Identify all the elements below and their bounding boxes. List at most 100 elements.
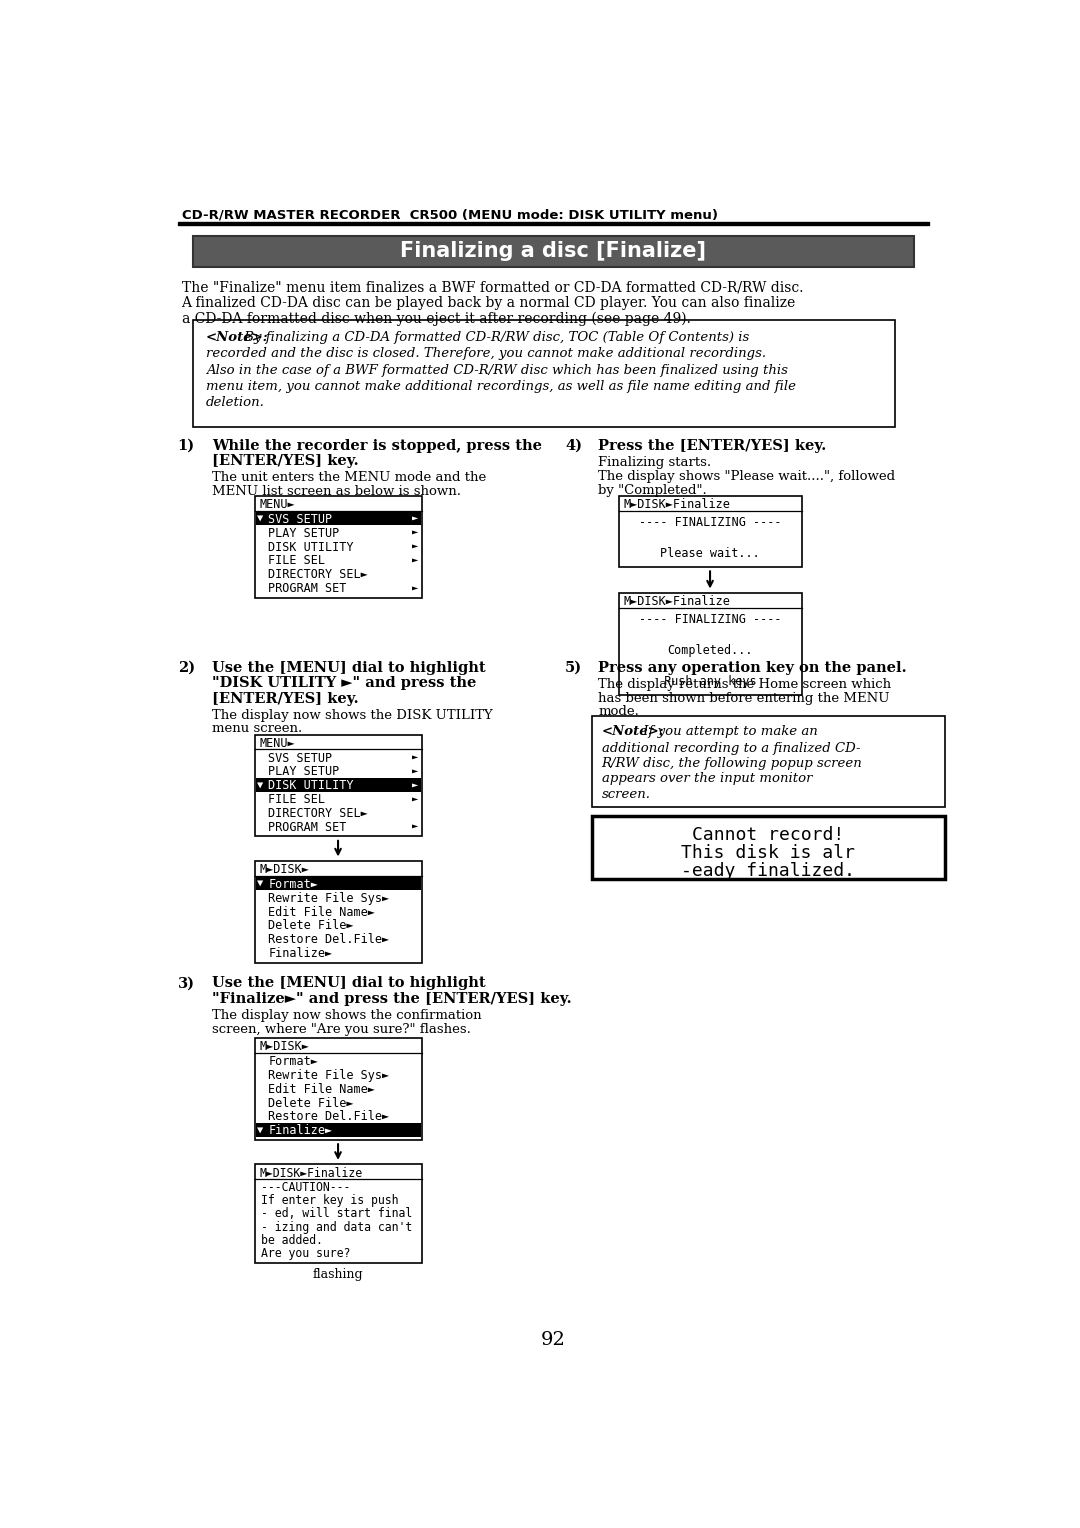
Text: Delete File►: Delete File► [268, 1097, 354, 1109]
Text: 5): 5) [565, 660, 582, 675]
Text: ►: ► [411, 555, 418, 564]
Text: PLAY SETUP: PLAY SETUP [268, 527, 339, 539]
Text: <Note>:: <Note>: [602, 726, 664, 738]
Bar [193, 321, 895, 426]
Text: SVS SETUP: SVS SETUP [268, 513, 333, 526]
Text: screen, where "Are you sure?" flashes.: screen, where "Are you sure?" flashes. [213, 1022, 471, 1036]
Text: By finalizing a CD-DA formatted CD-R/RW disc, TOC (Table Of Contents) is: By finalizing a CD-DA formatted CD-R/RW … [240, 332, 748, 344]
Text: 1): 1) [177, 439, 194, 452]
Text: SVS SETUP: SVS SETUP [268, 752, 333, 764]
Text: Restore Del.File►: Restore Del.File► [268, 934, 390, 946]
Text: "Finalize►" and press the [ENTER/YES] key.: "Finalize►" and press the [ENTER/YES] ke… [213, 992, 572, 1005]
Text: by "Completed".: by "Completed". [598, 484, 707, 497]
Text: CD-R/RW MASTER RECORDER  CR500 (MENU mode: DISK UTILITY menu): CD-R/RW MASTER RECORDER CR500 (MENU mode… [181, 208, 717, 222]
Text: 2): 2) [177, 660, 194, 675]
Text: additional recording to a finalized CD-: additional recording to a finalized CD- [602, 741, 860, 755]
Text: a CD-DA formatted disc when you eject it after recording (see page 49).: a CD-DA formatted disc when you eject it… [181, 312, 690, 325]
Text: Press the [ENTER/YES] key.: Press the [ENTER/YES] key. [598, 439, 826, 452]
Text: flashing: flashing [313, 1268, 363, 1280]
Text: Press any operation key on the panel.: Press any operation key on the panel. [598, 660, 907, 675]
Bar [255, 735, 422, 836]
Text: ►: ► [411, 766, 418, 776]
Bar [256, 512, 421, 526]
Text: mode.: mode. [598, 706, 639, 718]
Text: The "Finalize" menu item finalizes a BWF formatted or CD-DA formatted CD-R/RW di: The "Finalize" menu item finalizes a BWF… [181, 280, 804, 295]
Text: Finalize►: Finalize► [268, 1125, 333, 1137]
Text: Completed...: Completed... [667, 643, 753, 657]
Text: M►DISK►Finalize: M►DISK►Finalize [623, 498, 730, 512]
Text: ▼: ▼ [257, 879, 264, 888]
Text: If enter key is push: If enter key is push [261, 1195, 399, 1207]
Text: Are you sure?: Are you sure? [261, 1247, 351, 1259]
Text: Delete File►: Delete File► [268, 920, 354, 932]
Text: Also in the case of a BWF formatted CD-R/RW disc which has been finalized using : Also in the case of a BWF formatted CD-R… [205, 364, 787, 376]
Text: PROGRAM SET: PROGRAM SET [268, 821, 361, 834]
Text: menu item, you cannot make additional recordings, as well as file name editing a: menu item, you cannot make additional re… [205, 380, 796, 393]
Bar [619, 593, 801, 695]
Text: Rewrite File Sys►: Rewrite File Sys► [268, 1070, 390, 1082]
Text: The display now shows the DISK UTILITY: The display now shows the DISK UTILITY [213, 709, 494, 721]
Bar [177, 222, 930, 225]
Text: ►: ► [411, 513, 418, 523]
Text: Rewrite File Sys►: Rewrite File Sys► [268, 892, 390, 905]
Text: screen.: screen. [602, 788, 650, 801]
Text: Finalize►: Finalize► [268, 947, 333, 960]
Text: DIRECTORY SEL►: DIRECTORY SEL► [268, 807, 368, 821]
Text: ▼: ▼ [257, 513, 264, 523]
Text: 4): 4) [565, 439, 582, 452]
Text: Finalizing starts.: Finalizing starts. [598, 455, 712, 469]
Text: 92: 92 [541, 1331, 566, 1349]
Text: ►: ► [411, 582, 418, 593]
Bar [255, 860, 422, 963]
Text: -eady finalized.: -eady finalized. [681, 862, 855, 880]
Text: ---- FINALIZING ----: ---- FINALIZING ---- [638, 613, 781, 626]
Text: ►: ► [411, 541, 418, 550]
Text: Use the [MENU] dial to highlight: Use the [MENU] dial to highlight [213, 976, 486, 990]
Bar [256, 1123, 421, 1137]
Text: DISK UTILITY: DISK UTILITY [268, 779, 354, 793]
Bar [592, 717, 945, 807]
Bar [255, 1164, 422, 1264]
Text: Cannot record!: Cannot record! [692, 825, 845, 843]
Text: recorded and the disc is closed. Therefore, you cannot make additional recording: recorded and the disc is closed. Therefo… [205, 347, 766, 361]
Text: ►: ► [411, 527, 418, 536]
Text: be added.: be added. [261, 1233, 323, 1247]
Text: Restore Del.File►: Restore Del.File► [268, 1111, 390, 1123]
Bar [619, 497, 801, 567]
Bar [592, 816, 945, 880]
Bar [255, 497, 422, 597]
Text: M►DISK►Finalize: M►DISK►Finalize [623, 596, 730, 608]
Text: <Note>:: <Note>: [205, 332, 268, 344]
Text: FILE SEL: FILE SEL [268, 555, 325, 567]
Text: R/RW disc, the following popup screen: R/RW disc, the following popup screen [602, 756, 862, 770]
Text: ►: ► [411, 752, 418, 761]
Text: Push any keys: Push any keys [664, 675, 756, 688]
Text: has been shown before entering the MENU: has been shown before entering the MENU [598, 692, 890, 704]
Text: Format►: Format► [268, 1054, 319, 1068]
Text: [ENTER/YES] key.: [ENTER/YES] key. [213, 454, 360, 469]
Text: FILE SEL: FILE SEL [268, 793, 325, 807]
Text: The unit enters the MENU mode and the: The unit enters the MENU mode and the [213, 471, 487, 484]
Bar [255, 1038, 422, 1140]
Text: Use the [MENU] dial to highlight: Use the [MENU] dial to highlight [213, 660, 486, 675]
Text: - izing and data can't: - izing and data can't [261, 1221, 413, 1233]
Text: deletion.: deletion. [205, 396, 265, 410]
Text: "DISK UTILITY ►" and press the: "DISK UTILITY ►" and press the [213, 677, 477, 691]
Text: PLAY SETUP: PLAY SETUP [268, 766, 339, 778]
Text: ---CAUTION---: ---CAUTION--- [261, 1181, 351, 1195]
Text: ►: ► [411, 821, 418, 831]
Bar [256, 877, 421, 891]
Bar [256, 778, 421, 792]
Text: The display now shows the confirmation: The display now shows the confirmation [213, 1008, 482, 1022]
Text: If you attempt to make an: If you attempt to make an [638, 726, 818, 738]
Text: menu screen.: menu screen. [213, 723, 302, 735]
Text: The display shows "Please wait....", followed: The display shows "Please wait....", fol… [598, 469, 895, 483]
Text: Finalizing a disc [Finalize]: Finalizing a disc [Finalize] [401, 241, 706, 261]
Text: [ENTER/YES] key.: [ENTER/YES] key. [213, 692, 360, 706]
Text: MENU list screen as below is shown.: MENU list screen as below is shown. [213, 486, 461, 498]
Text: DIRECTORY SEL►: DIRECTORY SEL► [268, 568, 368, 581]
Text: 3): 3) [177, 976, 194, 990]
Text: M►DISK►: M►DISK► [259, 1041, 309, 1053]
Text: Please wait...: Please wait... [660, 547, 760, 559]
Text: M►DISK►Finalize: M►DISK►Finalize [259, 1167, 362, 1180]
